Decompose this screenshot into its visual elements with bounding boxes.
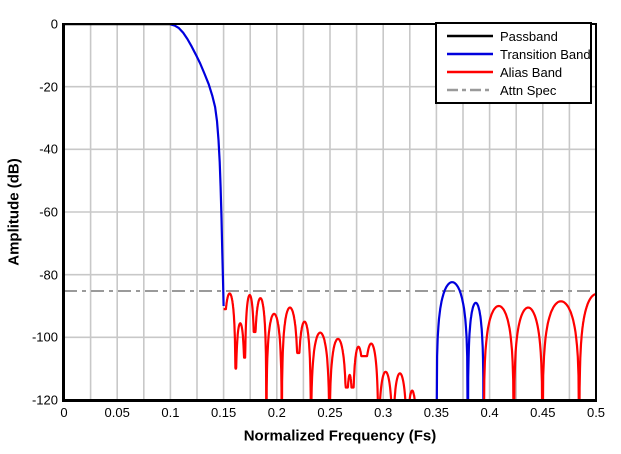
transition-band-line-sample-icon: [447, 52, 493, 56]
x-tick-label: 0.45: [530, 405, 556, 420]
x-tick-label: 0.05: [104, 405, 130, 420]
y-tick-label: -20: [39, 79, 58, 95]
x-tick-label: 0.15: [210, 405, 237, 420]
legend-item-attn-spec: Attn Spec: [437, 82, 590, 99]
legend-label: Alias Band: [500, 64, 563, 80]
x-tick-label: 0.25: [317, 405, 343, 420]
alias-band-line-sample-icon: [447, 70, 493, 74]
y-tick-label: -80: [39, 267, 58, 283]
x-tick-label: 0: [60, 405, 68, 420]
x-tick-label: 0.35: [423, 405, 450, 420]
legend-item-passband: Passband: [437, 28, 590, 45]
legend-label: Passband: [500, 28, 558, 44]
x-tick-label: 0.5: [586, 405, 606, 420]
x-tick-label: 0.2: [267, 405, 286, 420]
legend-item-alias-band: Alias Band: [437, 64, 590, 81]
x-tick-label: 0.3: [374, 405, 393, 420]
legend-item-transition-band: Transition Band: [437, 46, 591, 63]
y-tick-label: -100: [31, 329, 58, 345]
attn-spec-line-sample-icon: [447, 88, 493, 92]
x-tick-label: 0.4: [480, 405, 499, 420]
y-tick-label: -120: [31, 392, 58, 408]
y-tick-label: -60: [39, 204, 58, 220]
legend-label: Attn Spec: [500, 82, 557, 98]
y-tick-label: 0: [50, 16, 58, 32]
legend-label: Transition Band: [500, 46, 591, 62]
x-tick-label: 0.1: [161, 405, 180, 420]
passband-line-sample-icon: [447, 34, 493, 38]
legend: Passband Transition Band Alias Band Attn…: [435, 22, 592, 104]
y-tick-label: -40: [39, 141, 58, 157]
x-axis-title: Normalized Frequency (Fs): [243, 427, 437, 445]
